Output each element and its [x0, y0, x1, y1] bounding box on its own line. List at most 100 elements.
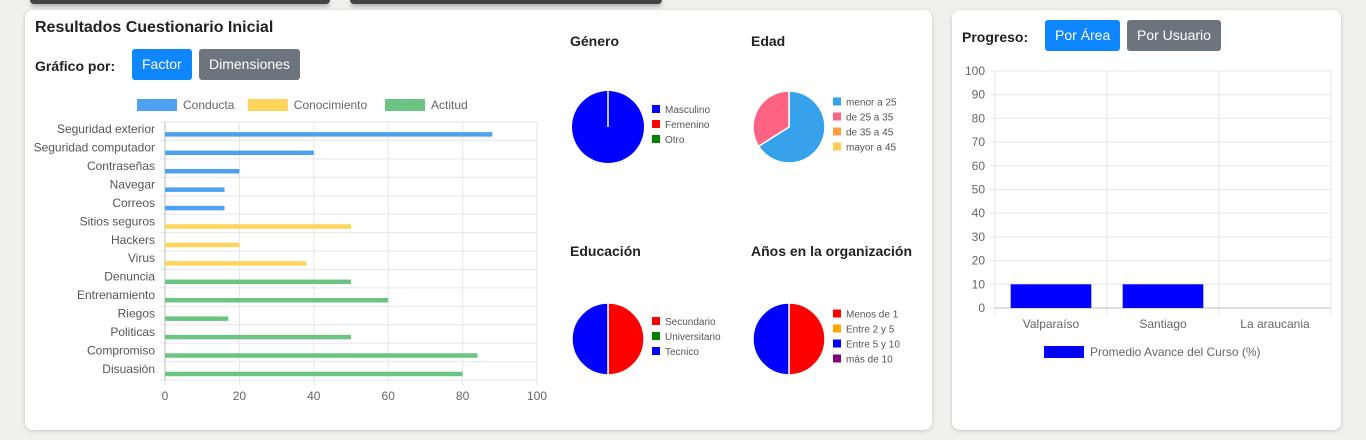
progress-card: [952, 10, 1341, 430]
top-tab-bar-left: [30, 0, 330, 4]
category-label: Riegos: [118, 307, 155, 321]
x-tick-label: 80: [456, 389, 470, 403]
por-area-button[interactable]: Por Área: [1045, 20, 1121, 51]
legend-label-entre-2-y-5: Entre 2 y 5: [846, 325, 895, 336]
category-label: Sitios seguros: [80, 214, 155, 228]
bar-actitud-riegos: [165, 316, 229, 321]
legend-label-tecnico: Tecnico: [665, 347, 699, 358]
results-title: Resultados Cuestionario Inicial: [35, 19, 274, 36]
pie-slice-secundario: [607, 302, 645, 376]
x-tick-label: 100: [527, 389, 547, 403]
pie-slice-entre-5-y-10: [752, 302, 790, 376]
y-tick-label: 80: [972, 111, 986, 125]
category-label: Contraseñas: [87, 159, 155, 173]
legend-swatch-masculino: [652, 105, 660, 113]
x-tick-label: 40: [307, 389, 321, 403]
legend-label-de-35-a-45: de 35 a 45: [846, 128, 894, 139]
bar-conocimiento-sitios-seguros: [165, 224, 351, 229]
anos-title: Años en la organización: [751, 243, 913, 259]
category-label: Correos: [112, 196, 155, 210]
legend-label-actitud: Actitud: [431, 98, 468, 112]
y-tick-label: 100: [965, 64, 985, 78]
factor-chart: 0 20 40 60 80 100 Conducta Conocimiento Actitud S…: [34, 98, 548, 403]
legend-swatch-entre-2-y-5: [833, 324, 841, 333]
legend-label-universitario: Universitario: [665, 332, 721, 343]
bar-valparaiso: [1010, 284, 1092, 308]
category-label: Denuncia: [104, 270, 155, 284]
dimensiones-button[interactable]: Dimensiones: [199, 49, 300, 80]
legend-label-menos-de-1: Menos de 1: [846, 310, 899, 321]
pie-slice-menos-de-1: [788, 302, 826, 376]
bar-conducta-correos: [165, 205, 225, 211]
legend-swatch-conocimiento: [247, 99, 288, 111]
category-label: Valparaíso: [1023, 317, 1080, 331]
bar-conducta-seguridad-exterior: [165, 132, 493, 137]
legend-swatch-conducta: [137, 99, 177, 111]
y-tick-label: 30: [972, 230, 986, 244]
y-tick-label: 10: [972, 277, 986, 291]
y-tick-label: 70: [972, 135, 986, 149]
bar-santiago: [1122, 284, 1204, 308]
chart-by-label: Gráfico por:: [35, 58, 116, 74]
bar-actitud-entrenamiento: [165, 297, 389, 303]
edad-title: Edad: [751, 33, 786, 49]
legend-swatch-secundario: [652, 317, 660, 325]
legend-label-menor-a-25: menor a 25: [846, 98, 897, 109]
legend-label-mas-de-10: más de 10: [846, 355, 893, 366]
legend-swatch-mayor-a-45: [833, 142, 841, 151]
category-label: La araucania: [1240, 317, 1310, 331]
bar-actitud-disuasion: [165, 371, 463, 377]
category-label: Virus: [128, 251, 155, 265]
bar-actitud-politicas: [165, 334, 351, 340]
legend-label-masculino: Masculino: [665, 105, 710, 116]
y-tick-label: 60: [972, 159, 986, 173]
anos-chart: Menos de 1 Entre 2 y 5 Entre 5 y 10 más de …: [752, 302, 900, 376]
legend-swatch-entre-5-y-10: [833, 339, 841, 348]
genero-chart: Masculino Femenino Otro: [572, 91, 710, 163]
y-tick-label: 40: [972, 206, 986, 220]
pie-slice-menor-a-25: [757, 90, 826, 164]
bar-conducta-seguridad-computador: [165, 150, 314, 156]
bar-conocimiento-virus: [165, 261, 307, 266]
legend-swatch: [1044, 346, 1084, 358]
legend-label-mayor-a-45: mayor a 45: [846, 143, 896, 154]
por-usuario-button[interactable]: Por Usuario: [1127, 20, 1221, 51]
legend-swatch-de-25-a-35: [833, 112, 841, 121]
category-label: Entrenamiento: [77, 288, 155, 302]
bar-actitud-denuncia: [165, 279, 351, 285]
educacion-title: Educación: [570, 243, 641, 259]
factor-button[interactable]: Factor: [132, 49, 192, 80]
legend-label-entre-5-y-10: Entre 5 y 10: [846, 340, 900, 351]
x-tick-label: 0: [162, 389, 169, 403]
category-label: Disuasión: [102, 362, 155, 376]
legend-swatch-actitud: [385, 99, 425, 111]
category-label: Seguridad exterior: [57, 122, 155, 136]
legend-label-conocimiento: Conocimiento: [294, 98, 368, 112]
legend-swatch-de-35-a-45: [833, 127, 841, 136]
legend-label-femenino: Femenino: [665, 120, 710, 131]
edad-chart: menor a 25 de 25 a 35 de 35 a 45 mayor a 45: [752, 90, 897, 164]
legend-label-secundario: Secundario: [665, 317, 716, 328]
educacion-chart: Secundario Universitario Tecnico: [571, 302, 721, 376]
legend-label-otro: Otro: [665, 135, 685, 146]
category-label: Santiago: [1139, 317, 1187, 331]
category-label: Seguridad computador: [34, 141, 155, 155]
legend-label-conducta: Conducta: [183, 98, 235, 112]
pie-slice-tecnico: [571, 302, 609, 376]
genero-title: Género: [570, 33, 620, 49]
legend-swatch-otro: [652, 135, 660, 143]
legend-swatch-mas-de-10: [833, 354, 841, 363]
bar-conducta-navegar: [165, 187, 225, 192]
legend-swatch-tecnico: [652, 347, 660, 355]
category-label: Hackers: [111, 233, 155, 247]
legend-label: Promedio Avance del Curso (%): [1090, 345, 1261, 359]
bar-conducta-contrasenas: [165, 168, 240, 174]
y-tick-label: 50: [972, 183, 986, 197]
pie-slice-de-25-a-35: [752, 90, 790, 148]
y-tick-label: 0: [978, 301, 985, 315]
y-tick-label: 20: [972, 254, 986, 268]
legend-swatch-menos-de-1: [833, 309, 841, 318]
category-label: Compromiso: [87, 343, 155, 357]
y-tick-label: 90: [972, 88, 986, 102]
top-tab-bar-right: [350, 0, 662, 4]
